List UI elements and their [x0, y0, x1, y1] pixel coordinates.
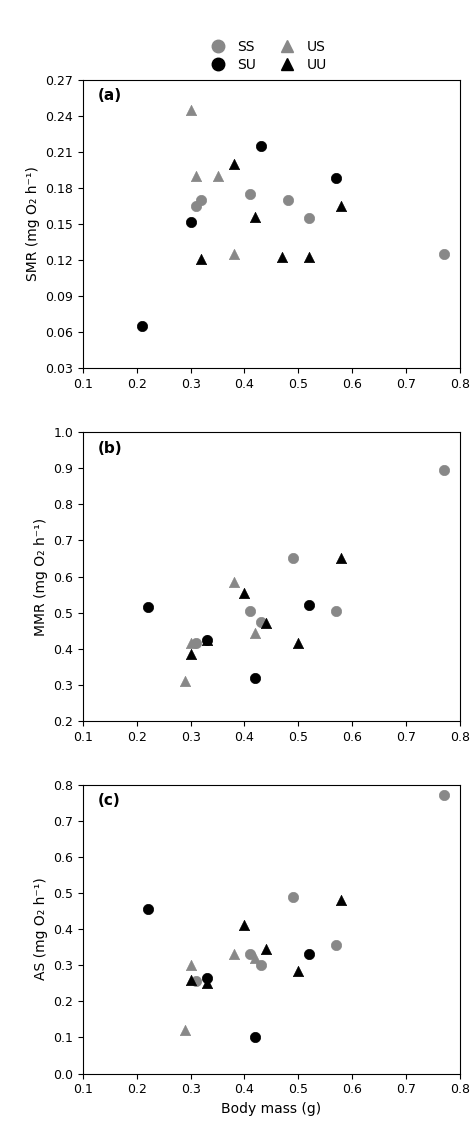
- Point: [305, 945, 313, 963]
- Point: [289, 550, 297, 568]
- Point: [337, 891, 345, 909]
- Point: [187, 100, 194, 118]
- Point: [294, 961, 302, 979]
- Point: [192, 634, 200, 652]
- Point: [278, 248, 286, 266]
- Point: [246, 602, 254, 620]
- Text: (a): (a): [98, 89, 122, 103]
- Point: [305, 248, 313, 266]
- Text: (c): (c): [98, 793, 121, 808]
- Point: [257, 136, 264, 154]
- Point: [198, 250, 205, 268]
- Point: [230, 945, 237, 963]
- Point: [192, 197, 200, 215]
- Point: [332, 169, 340, 187]
- Point: [230, 245, 237, 264]
- Point: [138, 317, 146, 335]
- Y-axis label: AS (mg O₂ h⁻¹): AS (mg O₂ h⁻¹): [34, 878, 48, 980]
- Point: [337, 550, 345, 568]
- Point: [251, 949, 259, 967]
- Point: [203, 630, 210, 649]
- Point: [182, 1021, 189, 1039]
- Point: [251, 1028, 259, 1046]
- Point: [187, 970, 194, 988]
- Point: [187, 634, 194, 652]
- Point: [187, 212, 194, 231]
- Y-axis label: MMR (mg O₂ h⁻¹): MMR (mg O₂ h⁻¹): [34, 518, 48, 635]
- Point: [144, 599, 151, 617]
- Point: [305, 209, 313, 227]
- Point: [305, 596, 313, 615]
- Point: [187, 645, 194, 663]
- Point: [230, 154, 237, 173]
- Point: [440, 461, 447, 479]
- Point: [182, 673, 189, 691]
- Point: [246, 185, 254, 203]
- Point: [241, 917, 248, 935]
- Point: [198, 191, 205, 209]
- Point: [262, 939, 270, 958]
- Point: [144, 900, 151, 918]
- Point: [246, 945, 254, 963]
- Point: [187, 957, 194, 975]
- Point: [262, 615, 270, 633]
- Point: [337, 197, 345, 215]
- X-axis label: Body mass (g): Body mass (g): [221, 1102, 321, 1116]
- Point: [294, 634, 302, 652]
- Point: [192, 972, 200, 991]
- Point: [257, 957, 264, 975]
- Point: [251, 669, 259, 687]
- Point: [440, 245, 447, 264]
- Point: [203, 969, 210, 987]
- Point: [230, 573, 237, 591]
- Point: [257, 612, 264, 630]
- Point: [440, 786, 447, 804]
- Point: [251, 208, 259, 226]
- Point: [203, 630, 210, 649]
- Point: [214, 167, 221, 185]
- Point: [241, 584, 248, 602]
- Text: (b): (b): [98, 441, 123, 456]
- Point: [203, 975, 210, 993]
- Legend: SS, SU, US, UU: SS, SU, US, UU: [200, 35, 331, 76]
- Point: [289, 887, 297, 905]
- Y-axis label: SMR (mg O₂ h⁻¹): SMR (mg O₂ h⁻¹): [26, 167, 40, 282]
- Point: [192, 167, 200, 185]
- Point: [284, 191, 292, 209]
- Point: [332, 602, 340, 620]
- Point: [251, 624, 259, 642]
- Point: [332, 936, 340, 954]
